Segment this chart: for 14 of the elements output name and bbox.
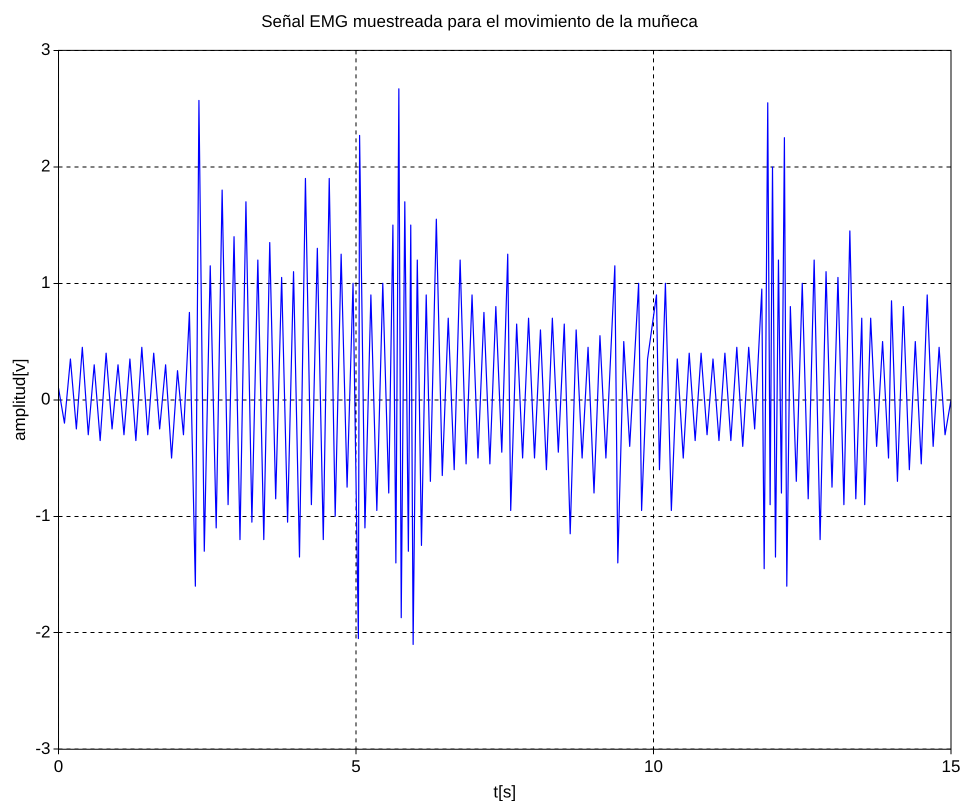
- x-axis-title: t[s]: [493, 782, 516, 802]
- y-tick-label: 3: [41, 40, 51, 60]
- x-tick-label: 10: [644, 757, 663, 776]
- y-axis-title: amplitud[v]: [10, 358, 29, 441]
- y-tick-label: -2: [35, 622, 51, 642]
- x-tick-label: 5: [351, 757, 361, 776]
- y-tick-label: -1: [35, 506, 51, 525]
- x-tick-label: 15: [942, 757, 960, 776]
- y-tick-label: 1: [41, 273, 51, 292]
- chart-title: Señal EMG muestreada para el movimiento de la muñeca: [261, 12, 698, 31]
- x-tick-label: 0: [54, 757, 64, 776]
- y-tick-label: 2: [41, 156, 51, 176]
- y-tick-label: -3: [35, 738, 51, 758]
- y-tick-label: 0: [41, 389, 51, 408]
